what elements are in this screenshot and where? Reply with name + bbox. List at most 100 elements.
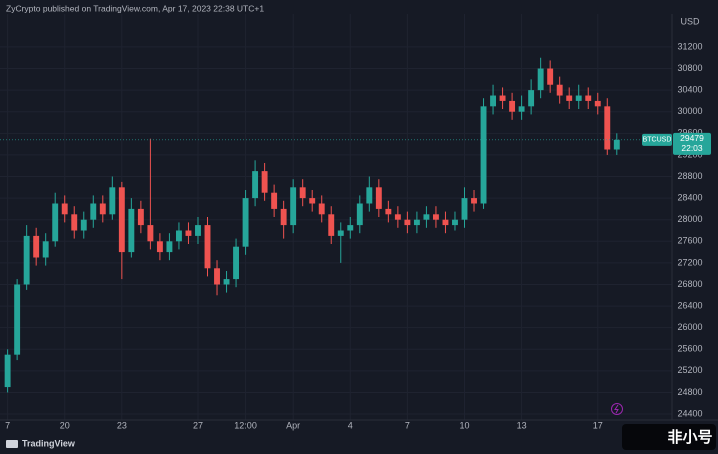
x-tick-label: 12:00 xyxy=(234,420,257,430)
candle-body xyxy=(585,95,592,101)
candle-body xyxy=(594,100,601,107)
y-tick-label: 28400 xyxy=(677,192,702,202)
candle-body xyxy=(204,225,211,269)
candle-body xyxy=(42,241,49,258)
x-tick-label: 7 xyxy=(5,420,10,430)
y-tick-label: 24800 xyxy=(677,387,702,397)
candle-body xyxy=(575,95,582,101)
candle-body xyxy=(471,198,477,204)
candle-body xyxy=(214,268,220,285)
candle-body xyxy=(537,68,544,91)
candle-body xyxy=(556,84,563,96)
y-tick-label: 30000 xyxy=(677,106,702,116)
y-tick-label: 31200 xyxy=(677,41,702,51)
watermark: 非小号 xyxy=(667,428,712,446)
footer-logo xyxy=(6,440,18,448)
footer: TradingView xyxy=(22,438,76,448)
candle-body xyxy=(499,95,506,101)
candle-body xyxy=(337,230,344,236)
candle-body xyxy=(175,230,182,242)
x-tick-label: 7 xyxy=(405,420,410,430)
candle-body xyxy=(52,203,59,242)
x-tick-label: Apr xyxy=(286,420,300,430)
y-tick-label: 26400 xyxy=(677,300,702,310)
candle-body xyxy=(518,106,525,112)
candle-body xyxy=(128,208,135,253)
candle-body xyxy=(309,198,316,204)
candle-body xyxy=(318,203,325,215)
candle-body xyxy=(613,139,620,150)
countdown-label: 22:03 xyxy=(681,143,703,153)
candle-body xyxy=(118,187,125,253)
candle-body xyxy=(347,225,354,231)
watermark-box xyxy=(622,424,716,450)
candle-body xyxy=(61,203,68,215)
candle-body xyxy=(109,187,116,215)
y-tick-label: 25600 xyxy=(677,344,702,354)
candle-body xyxy=(90,203,97,220)
y-tick-label: 29600 xyxy=(677,128,702,138)
candle-body xyxy=(290,187,297,226)
x-tick-label: 20 xyxy=(60,420,70,430)
x-tick-label: 27 xyxy=(193,420,203,430)
candle-body xyxy=(271,192,278,209)
candle-body xyxy=(156,241,163,253)
x-tick-label: 23 xyxy=(117,420,127,430)
candle-body xyxy=(4,354,11,388)
x-tick-label: 4 xyxy=(348,420,353,430)
candle-body xyxy=(99,203,106,215)
candle-body xyxy=(528,90,535,107)
event-icon xyxy=(611,403,623,415)
header: ZyCrypto published on TradingView.com, A… xyxy=(6,3,264,13)
y-tick-label: 26000 xyxy=(677,322,702,332)
candle-body xyxy=(252,171,259,199)
candle-body xyxy=(566,95,573,101)
y-tick-label: 28000 xyxy=(677,214,702,224)
y-tick-label: 25200 xyxy=(677,365,702,375)
last-price-label: 29479 xyxy=(680,133,704,143)
candle-body xyxy=(23,235,30,285)
candle-body xyxy=(223,279,230,285)
x-tick-label: 13 xyxy=(517,420,527,430)
candle-body xyxy=(490,95,497,107)
candle-body xyxy=(547,68,554,85)
candle-body xyxy=(185,230,192,236)
candle-body xyxy=(147,225,154,242)
candle-body xyxy=(328,214,335,236)
candle-body xyxy=(461,198,468,220)
candle-body xyxy=(442,219,449,226)
y-tick-label: 26800 xyxy=(677,279,702,289)
price-tag xyxy=(673,132,711,155)
candle-body xyxy=(242,198,249,247)
candle-body xyxy=(423,214,430,220)
candle-body xyxy=(261,171,268,193)
symbol-tag xyxy=(642,133,672,146)
y-tick-label: 28800 xyxy=(677,171,702,181)
candle-body xyxy=(480,106,487,204)
x-tick-label: 17 xyxy=(593,420,603,430)
event-icon-bolt xyxy=(614,404,619,414)
candle-body xyxy=(394,214,401,220)
candle-body xyxy=(375,187,382,209)
candle-body xyxy=(452,219,458,226)
y-axis-label: USD xyxy=(680,16,700,26)
candle-body xyxy=(366,187,373,204)
candle-body xyxy=(195,225,201,236)
candle-body xyxy=(299,187,306,199)
candle-body xyxy=(33,235,40,258)
candle-body xyxy=(413,219,420,226)
y-tick-label: 30800 xyxy=(677,63,702,73)
x-tick-label: 10 xyxy=(459,420,469,430)
candle-body xyxy=(280,208,287,226)
y-tick-label: 27200 xyxy=(677,257,702,267)
candle-body xyxy=(71,214,78,231)
candle-body xyxy=(404,219,411,226)
candle-body xyxy=(80,219,87,231)
candle-body xyxy=(604,106,611,150)
symbol-label: BTCUSD xyxy=(643,137,672,144)
candle-body xyxy=(233,246,240,280)
y-tick-label: 27600 xyxy=(677,236,702,246)
candle-body xyxy=(509,100,516,112)
